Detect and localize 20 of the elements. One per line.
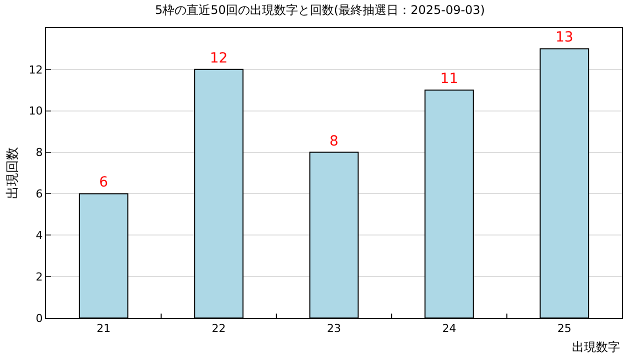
y-tick-label: 2 [36, 270, 43, 284]
data-label: 6 [99, 174, 108, 191]
y-tick-label: 0 [36, 312, 43, 325]
y-tick-label: 6 [36, 188, 43, 201]
y-axis-title: 出現回数 [6, 147, 21, 199]
x-tick-label: 25 [557, 322, 572, 336]
data-label: 12 [210, 50, 228, 66]
data-label: 8 [330, 133, 338, 150]
y-tick-label: 12 [28, 63, 43, 76]
x-tick-label: 21 [96, 322, 111, 336]
data-label: 13 [555, 30, 574, 46]
x-tick-label: 22 [212, 322, 226, 336]
x-axis-title: 出現数字 [572, 340, 620, 354]
chart-title: 5枠の直近50回の出現数字と回数(最終抽選日：2025-09-03) [154, 2, 486, 17]
y-tick-label: 4 [36, 228, 43, 242]
x-tick-label: 23 [327, 322, 341, 336]
y-tick-label: 10 [28, 104, 43, 118]
x-tick-label: 24 [442, 322, 456, 336]
y-tick-label: 8 [36, 146, 43, 160]
data-label: 11 [440, 71, 458, 88]
